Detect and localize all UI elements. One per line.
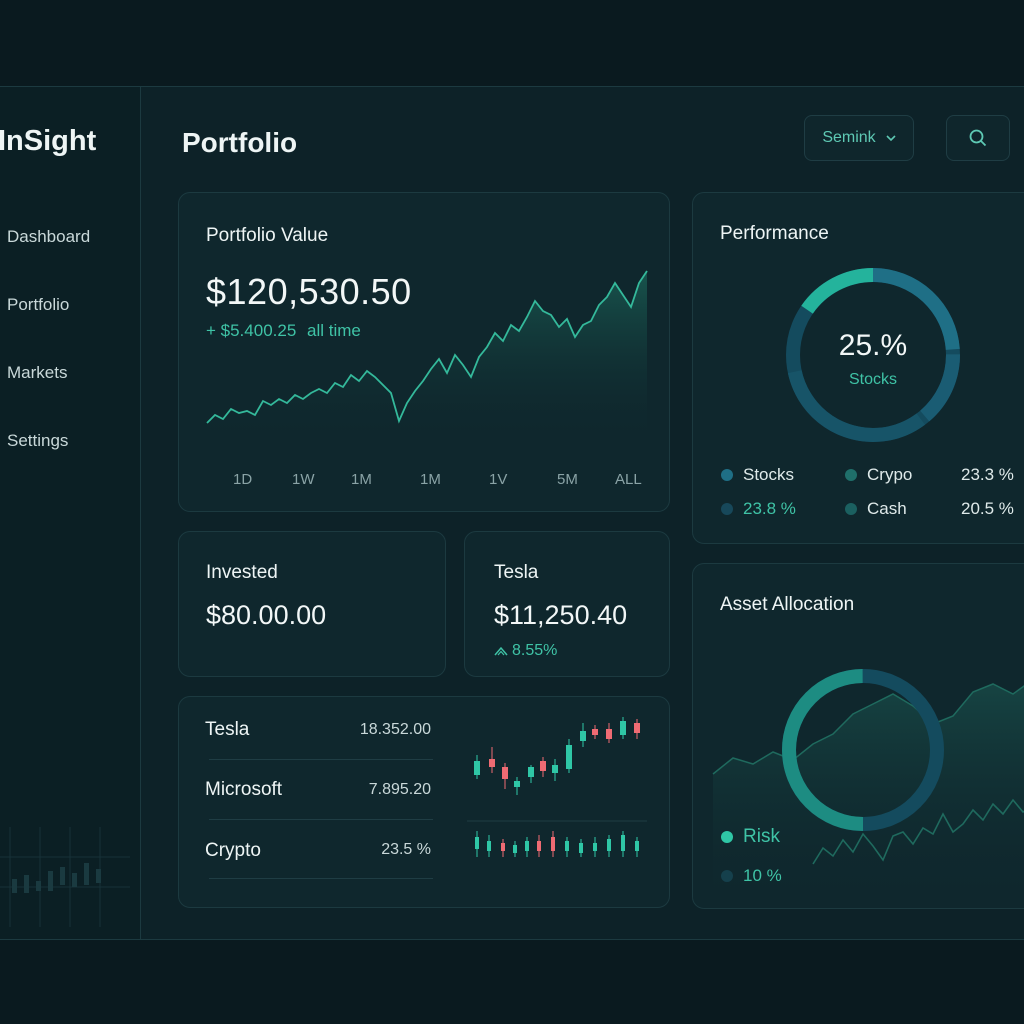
- legend-label: Stocks: [743, 465, 795, 484]
- asset-allocation-title: Asset Allocation: [720, 594, 855, 615]
- legend-dot: [721, 503, 733, 515]
- legend-cash: Cash: [845, 499, 907, 519]
- legend-stocks: Stocks: [721, 465, 794, 485]
- legend-label: 23.8 %: [743, 499, 796, 518]
- sidebar-item-dashboard[interactable]: Dashboard: [7, 227, 91, 246]
- holding-name-crypto: Crypto: [205, 840, 261, 861]
- asset-allocation-card: Asset Allocation Risk 10 %: [692, 563, 1024, 909]
- legend-label: Crypo: [867, 465, 913, 484]
- risk-value-row: 10 %: [721, 866, 782, 886]
- range-5m[interactable]: 5M: [557, 471, 578, 488]
- risk-value-dot: [721, 870, 733, 882]
- sidebar-decoration-chart: [0, 827, 130, 927]
- page-title: Portfolio: [182, 127, 298, 158]
- range-1m[interactable]: 1M: [351, 471, 372, 488]
- invested-card: Invested $80.00.00: [178, 531, 446, 677]
- tesla-change: 8.55%: [494, 642, 557, 660]
- legend-dot: [845, 469, 857, 481]
- sidebar-item-portfolio[interactable]: Portfolio: [7, 295, 70, 314]
- sidebar-item-settings[interactable]: Settings: [7, 431, 69, 450]
- tesla-title: Tesla: [494, 562, 539, 583]
- portfolio-change-period: all time: [307, 321, 361, 340]
- legend-dot: [721, 469, 733, 481]
- portfolio-line-chart: [206, 270, 648, 443]
- holding-name-tesla: Tesla: [205, 719, 250, 740]
- invested-amount: $80.00.00: [206, 600, 327, 630]
- holdings-candlestick-chart: [467, 717, 647, 857]
- search-button[interactable]: [946, 115, 1010, 161]
- legend-crypto: Crypo: [845, 465, 912, 485]
- candles-bottom: [475, 831, 639, 857]
- holding-divider: [209, 759, 433, 760]
- holding-value-crypto: 23.5 %: [381, 841, 431, 858]
- risk-label-row: Risk: [721, 826, 780, 848]
- risk-dot: [721, 831, 733, 843]
- risk-label: Risk: [743, 826, 780, 847]
- performance-card: Performance 25.% Stocks Stocks Crypo 23.…: [692, 192, 1024, 544]
- legend-cash-value: 20.5 %: [961, 499, 1014, 519]
- performance-center-label: Stocks: [848, 371, 897, 388]
- sidebar: InSight Dashboard Portfolio Markets Sett…: [0, 87, 141, 939]
- candles-top: [474, 717, 640, 795]
- performance-title: Performance: [720, 223, 829, 244]
- tesla-amount: $11,250.40: [494, 600, 628, 630]
- legend-stocks-value: 23.8 %: [721, 499, 796, 519]
- legend-dot: [845, 503, 857, 515]
- portfolio-value-title: Portfolio Value: [206, 225, 329, 246]
- legend-crypto-value: 23.3 %: [961, 465, 1014, 485]
- range-1m-2[interactable]: 1M: [420, 471, 441, 488]
- portfolio-value-amount: $120,530.50: [206, 271, 412, 312]
- range-1d[interactable]: 1D: [233, 471, 253, 488]
- holding-divider: [209, 819, 433, 820]
- user-select-dropdown[interactable]: Semink: [804, 115, 914, 161]
- asset-allocation-chart: [712, 669, 1024, 908]
- holding-name-microsoft: Microsoft: [205, 779, 283, 800]
- tesla-card: Tesla $11,250.40 8.55%: [464, 531, 670, 677]
- risk-value: 10 %: [743, 866, 782, 885]
- app-window: InSight Dashboard Portfolio Markets Sett…: [0, 86, 1024, 940]
- holding-value-microsoft: 7.895.20: [368, 781, 431, 798]
- trend-up-icon: [494, 646, 508, 656]
- holding-value-tesla: 18.352.00: [359, 721, 431, 738]
- portfolio-value-card: Portfolio Value $120,530.50 + $5.400.25 …: [178, 192, 670, 512]
- tesla-change-value: 8.55%: [512, 642, 558, 659]
- user-select-label: Semink: [822, 129, 876, 146]
- performance-donut-chart: [786, 268, 960, 442]
- app-logo: InSight: [0, 125, 97, 157]
- legend-value: 20.5 %: [961, 499, 1014, 518]
- portfolio-change: + $5.400.25 all time: [206, 321, 361, 341]
- range-1v[interactable]: 1V: [489, 471, 508, 488]
- performance-center-value: 25.%: [838, 329, 908, 362]
- search-icon: [969, 129, 987, 147]
- portfolio-change-amount: + $5.400.25: [206, 321, 297, 340]
- chevron-down-icon: [886, 135, 896, 142]
- holding-divider: [209, 878, 433, 879]
- legend-label: Cash: [867, 499, 907, 518]
- legend-value: 23.3 %: [961, 465, 1014, 484]
- sidebar-item-markets[interactable]: Markets: [7, 363, 68, 382]
- range-all[interactable]: ALL: [615, 471, 642, 488]
- holdings-card: Tesla 18.352.00 Microsoft 7.895.20 Crypt…: [178, 696, 670, 908]
- range-1w[interactable]: 1W: [292, 471, 315, 488]
- invested-title: Invested: [206, 562, 278, 583]
